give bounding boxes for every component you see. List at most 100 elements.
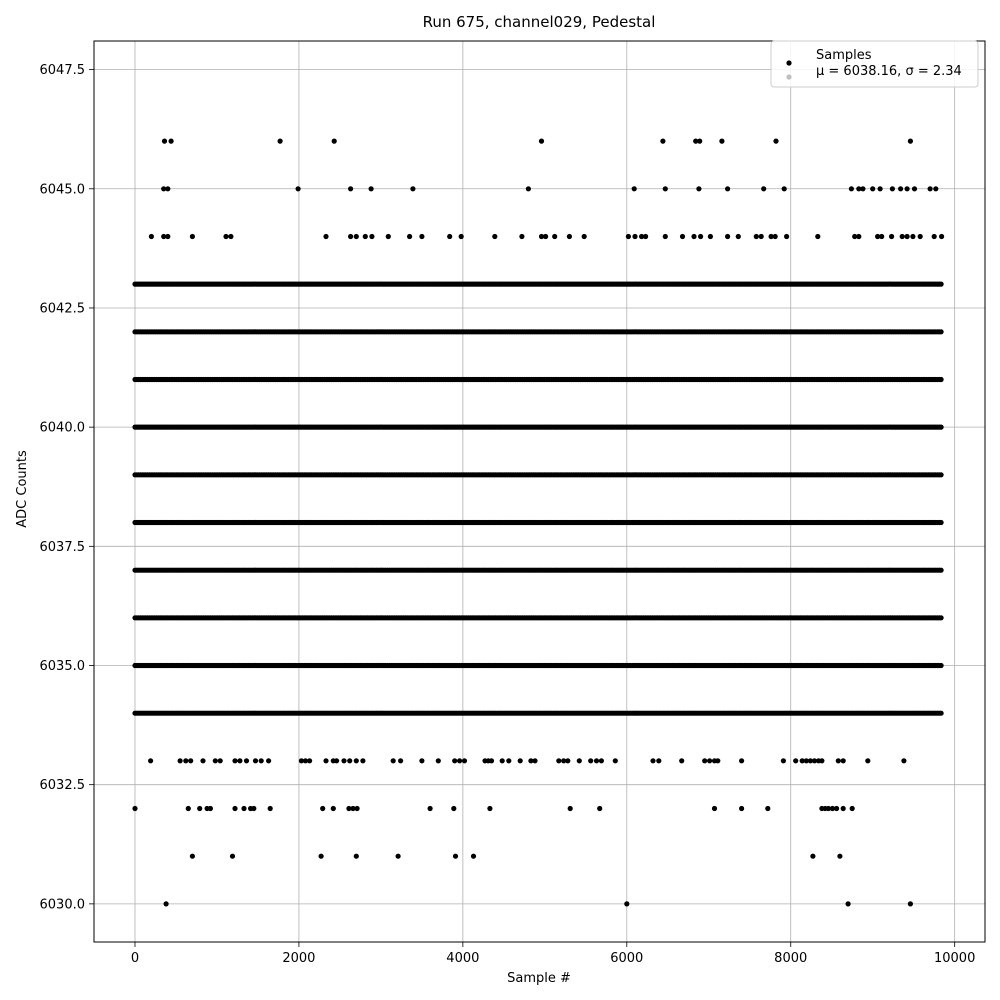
y-tick-label: 6032.5 <box>40 778 86 793</box>
data-point <box>852 233 858 240</box>
data-point <box>938 710 944 716</box>
y-tick-label: 6040.0 <box>40 421 86 436</box>
data-point <box>458 233 464 240</box>
data-point <box>243 758 250 764</box>
data-point <box>223 233 229 240</box>
data-point <box>212 758 218 764</box>
data-point <box>532 758 538 764</box>
data-point <box>811 758 818 764</box>
data-point <box>561 758 567 764</box>
data-point <box>679 758 685 764</box>
data-point <box>251 805 257 812</box>
chart-title: Run 675, channel029, Pedestal <box>423 13 656 31</box>
data-point <box>488 758 495 764</box>
data-point <box>879 233 885 240</box>
legend-label-samples: Samples <box>816 48 872 63</box>
data-point <box>860 186 866 192</box>
data-point <box>650 758 656 764</box>
data-point <box>739 758 745 764</box>
data-point <box>567 805 573 812</box>
data-point <box>773 138 779 144</box>
data-point <box>348 186 354 192</box>
data-point <box>189 853 195 859</box>
data-point <box>538 233 545 240</box>
data-point <box>168 138 174 144</box>
data-point <box>593 758 600 764</box>
data-point <box>470 853 477 859</box>
data-point <box>835 758 841 764</box>
data-point <box>781 186 787 192</box>
data-point <box>258 758 264 764</box>
data-point <box>901 758 907 764</box>
data-point <box>163 901 169 907</box>
data-point <box>725 233 731 240</box>
data-point <box>390 758 396 764</box>
data-point <box>753 233 759 240</box>
data-point <box>353 233 359 240</box>
data-point <box>639 233 645 240</box>
data-point <box>725 186 731 192</box>
data-point <box>693 138 699 144</box>
data-point <box>803 758 809 764</box>
data-point <box>819 758 825 764</box>
data-point <box>904 186 910 192</box>
data-point <box>643 233 649 240</box>
data-point <box>656 758 662 764</box>
y-tick-label: 6042.5 <box>40 301 86 316</box>
data-point <box>318 853 324 859</box>
data-point <box>266 758 272 764</box>
y-tick-label: 6037.5 <box>40 540 86 555</box>
data-point <box>298 758 304 764</box>
data-point <box>362 233 368 240</box>
data-point <box>395 853 401 859</box>
data-point <box>834 805 840 812</box>
data-point <box>691 233 697 240</box>
data-point <box>612 758 618 764</box>
data-point <box>419 758 425 764</box>
data-point <box>161 138 168 144</box>
data-point <box>189 233 195 240</box>
data-point <box>360 758 366 764</box>
data-point <box>856 186 862 192</box>
data-point <box>161 233 167 240</box>
data-point <box>232 805 238 812</box>
data-point <box>323 233 329 240</box>
x-tick-label: 10000 <box>934 951 975 966</box>
legend-marker-stats <box>786 74 792 80</box>
data-points <box>132 138 945 907</box>
y-tick-label: 6035.0 <box>40 659 86 674</box>
data-point <box>938 519 944 526</box>
data-point <box>183 758 189 764</box>
data-point <box>565 758 571 764</box>
data-point <box>385 233 391 240</box>
data-point <box>341 758 347 764</box>
y-tick-label: 6045.0 <box>40 182 86 197</box>
data-point <box>719 138 725 144</box>
data-point <box>848 186 855 192</box>
data-point <box>451 805 457 812</box>
data-point <box>931 233 937 240</box>
data-point <box>350 805 356 812</box>
data-point <box>229 853 236 859</box>
data-point <box>148 758 154 764</box>
data-point <box>566 233 573 240</box>
data-point <box>237 758 243 764</box>
data-point <box>662 186 668 192</box>
data-point <box>597 805 603 812</box>
data-point <box>780 758 787 764</box>
data-point <box>837 853 843 859</box>
data-point <box>711 805 718 812</box>
data-point <box>758 233 764 240</box>
data-point <box>849 805 855 812</box>
data-point <box>933 186 939 192</box>
data-point <box>938 567 944 573</box>
data-point <box>938 662 944 669</box>
data-point <box>148 233 154 240</box>
data-point <box>334 758 340 764</box>
data-point <box>200 758 206 764</box>
data-point <box>889 186 896 192</box>
data-point <box>840 758 846 764</box>
data-point <box>588 758 594 764</box>
legend-box <box>770 40 979 88</box>
